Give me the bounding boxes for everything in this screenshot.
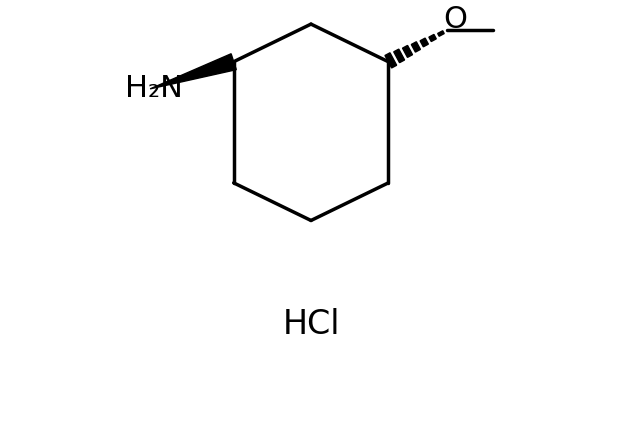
Polygon shape	[385, 53, 397, 68]
Polygon shape	[394, 49, 404, 62]
Polygon shape	[150, 54, 236, 89]
Text: H₂N: H₂N	[125, 74, 183, 104]
Polygon shape	[411, 42, 420, 52]
Text: O: O	[443, 6, 467, 34]
Text: HCl: HCl	[282, 309, 340, 342]
Polygon shape	[429, 34, 436, 42]
Polygon shape	[438, 31, 444, 36]
Polygon shape	[420, 38, 429, 47]
Polygon shape	[402, 45, 412, 57]
